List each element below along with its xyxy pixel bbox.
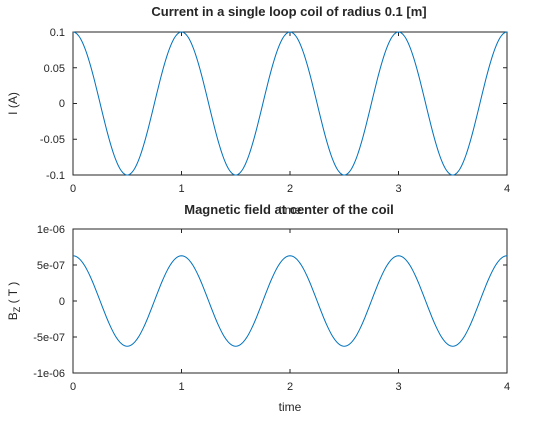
- x-tick-labels: 0 1 2 3 4: [70, 381, 510, 393]
- y-tick-label: -0.1: [46, 170, 65, 182]
- y-tick-labels: -0.1 -0.05 0 0.05 0.1: [40, 27, 65, 182]
- y-tick-label: 0: [59, 296, 65, 308]
- x-tick-label: 3: [395, 183, 401, 195]
- chart-title: Current in a single loop coil of radius …: [151, 4, 426, 19]
- y-tick-label: 1e-06: [37, 224, 65, 236]
- axis-ticks: [72, 228, 508, 374]
- x-tick-label: 0: [70, 183, 76, 195]
- y-tick-label: -1e-06: [33, 368, 65, 380]
- plot-area: [72, 31, 508, 176]
- x-tick-label: 0: [70, 381, 76, 393]
- y-tick-label: -0.05: [40, 134, 65, 146]
- x-tick-label: 4: [504, 381, 510, 393]
- series-line-magnetic-field: [72, 255, 508, 347]
- y-tick-labels: -1e-06 -5e-07 0 5e-07 1e-06: [33, 224, 65, 380]
- x-axis-label: time: [279, 203, 302, 217]
- x-tick-label: 2: [287, 381, 293, 393]
- y-axis-label: BZ ( T ): [6, 282, 22, 320]
- y-tick-label: -5e-07: [33, 332, 65, 344]
- y-tick-label: 0.05: [44, 63, 65, 75]
- axis-ticks: [72, 31, 508, 176]
- y-tick-label: 0: [59, 98, 65, 110]
- y-tick-label: 5e-07: [37, 260, 65, 272]
- x-tick-label: 4: [504, 183, 510, 195]
- subplot-current: Current in a single loop coil of radius …: [6, 4, 510, 217]
- subplot-magnetic-field: Magnetic field at center of the coil 0 1…: [6, 202, 510, 414]
- x-tick-label: 3: [395, 381, 401, 393]
- chart-title: Magnetic field at center of the coil: [184, 202, 393, 217]
- x-axis-label: time: [279, 400, 302, 414]
- y-tick-label: 0.1: [50, 27, 65, 39]
- x-tick-label: 2: [287, 183, 293, 195]
- x-tick-label: 1: [178, 381, 184, 393]
- x-tick-label: 1: [178, 183, 184, 195]
- x-tick-labels: 0 1 2 3 4: [70, 183, 510, 195]
- y-axis-label: I (A): [6, 92, 20, 115]
- plot-area: [72, 228, 508, 374]
- series-line-current: [72, 31, 508, 176]
